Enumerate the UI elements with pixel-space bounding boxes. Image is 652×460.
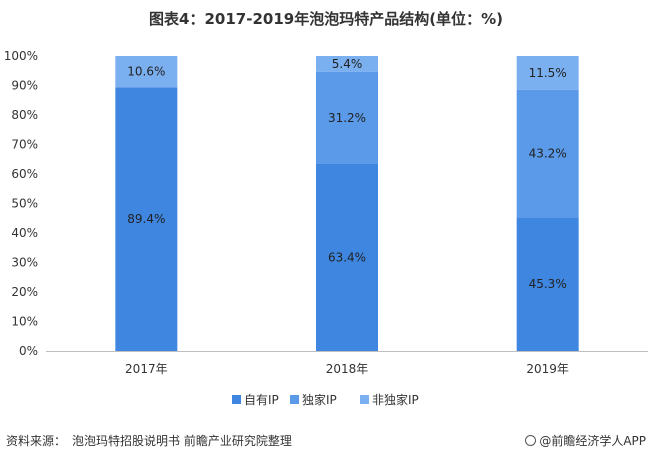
bars: 89.4% 10.6% 63.4% 31.2% 5.4% 45.3% 43.2% 11.5% — [115, 56, 579, 352]
brand: @前瞻经济学人APP — [525, 432, 646, 449]
legend-label: 自有IP — [244, 393, 279, 407]
data-label: 31.2% — [328, 111, 366, 125]
y-tick-label: 60% — [11, 167, 38, 181]
brand-logo-icon — [525, 435, 537, 446]
y-axis: 0% 10% 20% 30% 40% 50% 60% 70% 80% 90% 100% — [4, 49, 38, 358]
data-label: 45.3% — [529, 277, 567, 291]
y-tick-label: 100% — [4, 49, 38, 63]
bar-segment — [316, 163, 378, 351]
y-tick-label: 0% — [19, 344, 38, 358]
legend-swatch — [290, 395, 299, 404]
bar-segment — [115, 87, 178, 352]
data-label: 63.4% — [328, 250, 366, 264]
footer: 资料来源： 泡泡玛特招股说明书 前瞻产业研究院整理 @前瞻经济学人APP — [6, 432, 646, 449]
source-label: 资料来源： — [6, 434, 67, 448]
data-label: 11.5% — [529, 66, 567, 80]
data-label: 89.4% — [127, 212, 165, 226]
bar-segment — [115, 56, 178, 88]
bar-segment — [516, 217, 579, 351]
chart-title: 图表4：2017-2019年泡泡玛特产品结构(单位：%) — [149, 10, 503, 28]
bar-segment — [516, 89, 579, 218]
y-tick-label: 20% — [11, 285, 38, 299]
x-tick-label: 2018年 — [326, 362, 369, 376]
y-tick-label: 70% — [11, 138, 38, 152]
y-tick-label: 10% — [11, 315, 38, 329]
y-tick-label: 30% — [11, 256, 38, 270]
legend-swatch — [360, 395, 369, 404]
source-text: 泡泡玛特招股说明书 前瞻产业研究院整理 — [72, 434, 292, 448]
bar-segment — [316, 56, 378, 72]
y-tick-label: 50% — [11, 197, 38, 211]
legend: 自有IP 独家IP 非独家IP — [232, 392, 419, 407]
data-label: 10.6% — [127, 65, 165, 79]
legend-label: 非独家IP — [372, 392, 419, 407]
x-tick-label: 2017年 — [125, 362, 168, 376]
x-tick-label: 2019年 — [526, 362, 569, 376]
source: 资料来源： 泡泡玛特招股说明书 前瞻产业研究院整理 — [6, 432, 292, 449]
bar-segment — [316, 71, 378, 164]
y-tick-label: 40% — [11, 226, 38, 240]
brand-text: @前瞻经济学人APP — [539, 434, 646, 448]
x-axis: 2017年 2018年 2019年 — [46, 351, 648, 376]
y-tick-label: 80% — [11, 108, 38, 122]
legend-swatch — [232, 395, 241, 404]
data-label: 43.2% — [529, 147, 567, 161]
bar-segment — [516, 56, 579, 90]
data-label: 5.4% — [332, 57, 363, 71]
legend-label: 独家IP — [302, 392, 337, 407]
stacked-bar-chart: 0% 10% 20% 30% 40% 50% 60% 70% 80% 90% 100% 89.4% 1… — [4, 49, 648, 407]
y-tick-label: 90% — [11, 79, 38, 93]
